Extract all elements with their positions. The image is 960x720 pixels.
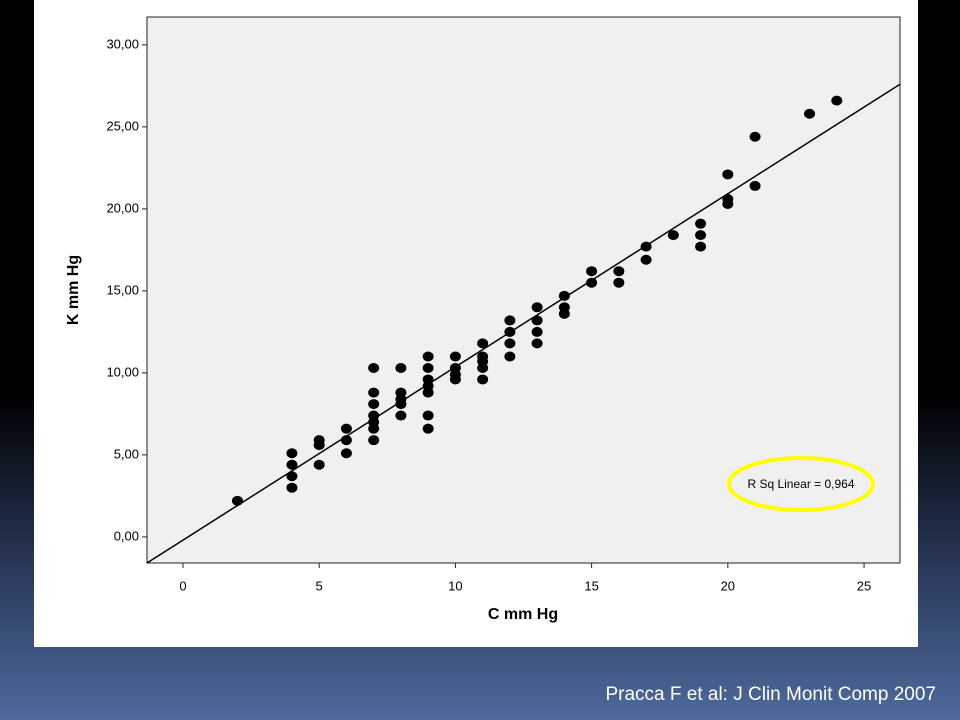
x-tick-label: 15 [584,578,598,593]
data-point [504,338,516,349]
data-point [313,440,325,451]
data-point [558,290,570,301]
data-point [613,277,625,288]
x-tick-label: 25 [857,578,871,593]
data-point [504,351,516,362]
data-point [313,459,325,470]
data-point [831,95,843,106]
data-point [395,399,407,410]
data-point [722,198,734,209]
data-point [531,302,543,313]
data-point [368,435,380,446]
fit-line [146,83,901,564]
x-tick-label: 5 [316,578,323,593]
data-point [422,362,434,373]
data-point [286,459,298,470]
chart-panel: C mm Hg K mm Hg 0,00 5,00 10,00 15,00 20,00 2… [34,0,918,647]
data-point [340,423,352,434]
data-point [504,315,516,326]
data-point [449,351,461,362]
data-point [504,326,516,337]
y-tick-label: 10,00 [106,364,139,379]
data-point [586,266,598,277]
data-point [477,362,489,373]
data-point [368,423,380,434]
y-tick-label: 15,00 [106,282,139,297]
data-point [286,448,298,459]
caption: Pracca F et al: J Clin Monit Comp 2007 [605,684,936,705]
data-point [531,338,543,349]
highlight-ellipse [727,456,875,512]
y-tick-label: 25,00 [106,118,139,133]
annotation: R Sq Linear = 0,964 [747,477,854,491]
x-tick-label: 10 [448,578,462,593]
data-point [340,435,352,446]
data-point [340,448,352,459]
y-axis-label: K mm Hg [65,255,82,325]
data-point [286,482,298,493]
data-point [586,277,598,288]
data-point [422,410,434,421]
data-point [422,387,434,398]
y-tick-label: 30,00 [106,36,139,51]
data-point [613,266,625,277]
data-point [231,495,243,506]
data-point [531,315,543,326]
y-tick-label: 5,00 [114,446,139,461]
data-point [477,338,489,349]
x-tick-label: 20 [721,578,735,593]
data-point [749,180,761,191]
data-point [695,218,707,229]
y-tick-label: 20,00 [106,200,139,215]
data-point [640,241,652,252]
data-point [395,362,407,373]
data-point [695,241,707,252]
data-point [749,131,761,142]
x-tick-label: 0 [179,578,186,593]
data-point [722,169,734,180]
data-point [640,254,652,265]
chart: C mm Hg K mm Hg 0,00 5,00 10,00 15,00 20,00 2… [65,16,901,623]
data-point [286,471,298,482]
data-point [558,308,570,319]
x-axis-label: C mm Hg [488,606,558,623]
data-point [422,351,434,362]
data-point [449,374,461,385]
plot-area [146,16,901,564]
data-point [368,399,380,410]
data-point [395,410,407,421]
data-point [422,423,434,434]
data-point [667,230,679,241]
data-point [695,230,707,241]
y-tick-label: 0,00 [114,528,139,543]
data-point [368,387,380,398]
data-point [804,108,816,119]
data-point [531,326,543,337]
data-point [477,374,489,385]
data-point [368,362,380,373]
